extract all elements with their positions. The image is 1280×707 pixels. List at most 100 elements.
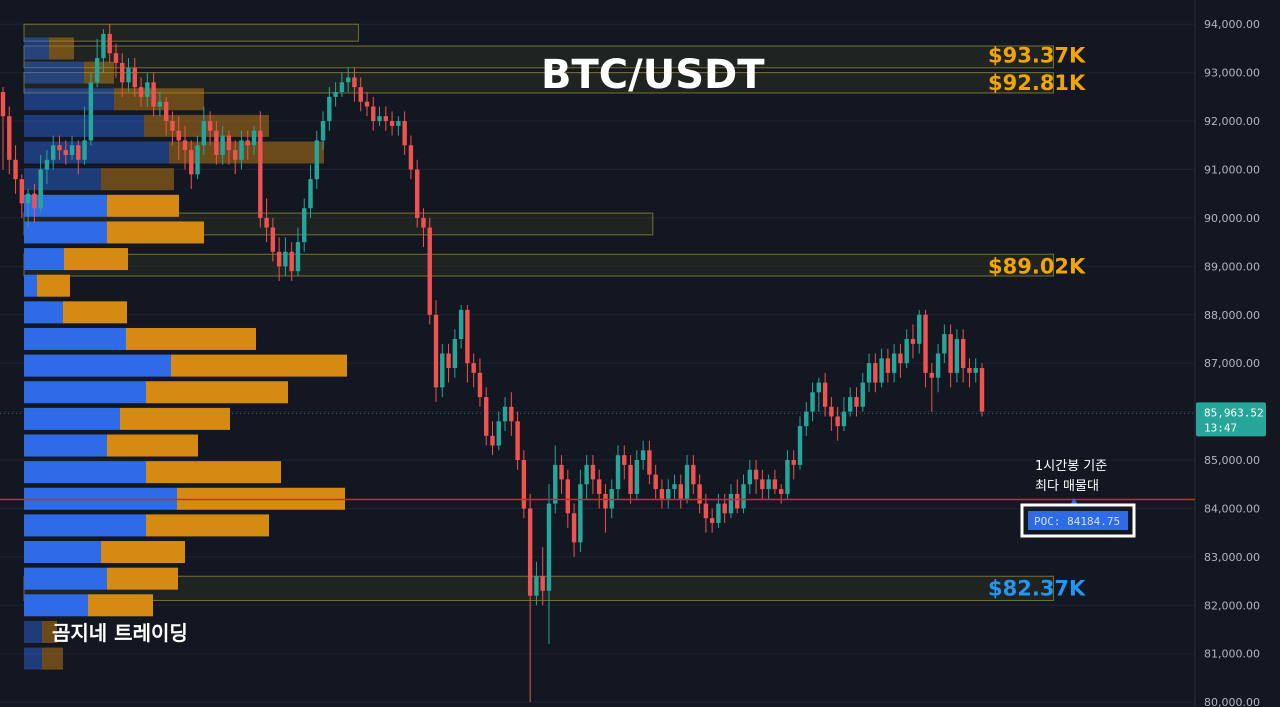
candle-body[interactable] [590,464,596,480]
candle-body[interactable] [88,82,94,141]
candle-body[interactable] [553,464,558,504]
candle-body[interactable] [57,145,62,151]
candle-body[interactable] [358,87,363,102]
candle-body[interactable] [214,130,219,155]
candle-body[interactable] [584,464,589,485]
candle-body[interactable] [747,469,753,485]
candle-body[interactable] [628,464,633,494]
candle-body[interactable] [402,121,407,146]
candle-body[interactable] [371,106,376,122]
candle-body[interactable] [446,353,451,369]
candle-body[interactable] [101,33,106,59]
candle-body[interactable] [207,121,213,131]
candle-body[interactable] [735,493,740,509]
candle-body[interactable] [264,217,269,228]
candle-body[interactable] [295,242,301,272]
candle-body[interactable] [866,363,872,383]
candle-body[interactable] [270,227,276,252]
candle-body[interactable] [333,92,338,97]
candle-body[interactable] [634,460,640,494]
candle-body[interactable] [904,338,909,364]
candle-body[interactable] [120,62,125,83]
candle-body[interactable] [308,179,313,209]
candle-body[interactable] [132,67,137,88]
candle-body[interactable] [82,140,87,160]
candle-body[interactable] [232,150,238,160]
candle-body[interactable] [490,435,495,446]
candle-body[interactable] [571,513,577,543]
candle-body[interactable] [113,53,119,63]
candle-body[interactable] [622,455,627,465]
candle-body[interactable] [960,338,966,369]
candle-body[interactable] [979,368,985,412]
candle-body[interactable] [521,460,527,509]
candle-body[interactable] [929,372,934,378]
candle-body[interactable] [389,121,395,126]
candle-body[interactable] [138,87,144,97]
candle-body[interactable] [13,159,18,180]
candle-body[interactable] [339,82,345,93]
candle-body[interactable] [440,353,445,388]
candle-body[interactable] [63,150,68,155]
candle-body[interactable] [898,353,903,364]
candle-body[interactable] [195,145,200,175]
candle-body[interactable] [829,406,834,417]
candle-body[interactable] [653,474,658,490]
candle-body[interactable] [935,353,941,378]
candle-body[interactable] [7,116,12,160]
candle-body[interactable] [182,140,188,151]
candle-body[interactable] [684,464,690,499]
candle-body[interactable] [973,368,978,373]
candle-body[interactable] [716,503,721,523]
candle-body[interactable] [176,130,181,141]
candle-body[interactable] [465,309,470,364]
candle-body[interactable] [220,135,225,155]
candle-body[interactable] [860,382,865,407]
candle-body[interactable] [565,479,571,514]
candle-body[interactable] [891,353,897,373]
candle-body[interactable] [452,338,458,369]
candle-body[interactable] [408,145,414,170]
candle-body[interactable] [596,479,602,494]
candle-body[interactable] [835,416,840,427]
candle-body[interactable] [19,179,25,204]
candle-body[interactable] [703,503,709,519]
candle-body[interactable] [0,92,6,117]
candle-body[interactable] [283,251,288,267]
candle-body[interactable] [421,217,426,228]
candle-body[interactable] [709,518,715,523]
candle-body[interactable] [484,397,489,436]
candle-body[interactable] [923,314,928,373]
candle-body[interactable] [352,77,357,88]
candle-body[interactable] [163,101,169,122]
candle-body[interactable] [559,464,564,480]
candle-body[interactable] [879,358,884,383]
candle-body[interactable] [848,397,853,412]
candle-body[interactable] [245,140,250,146]
candle-body[interactable] [433,314,439,388]
candle-body[interactable] [515,421,520,461]
candle-body[interactable] [239,140,244,160]
candle-body[interactable] [672,484,677,490]
candle-body[interactable] [691,464,696,485]
candle-body[interactable] [785,460,790,494]
candle-body[interactable] [797,426,803,465]
candle-body[interactable] [647,450,652,475]
candle-body[interactable] [534,576,539,596]
candle-body[interactable] [791,460,796,465]
candle-body[interactable] [841,411,847,427]
candle-body[interactable] [314,140,319,180]
candle-body[interactable] [276,251,282,267]
candle-body[interactable] [615,455,621,490]
candle-body[interactable] [697,484,702,504]
candle-body[interactable] [603,493,608,509]
candle-body[interactable] [509,406,514,422]
candle-body[interactable] [76,145,81,160]
candle-body[interactable] [873,363,878,383]
candle-body[interactable] [251,130,257,146]
candle-body[interactable] [258,130,263,218]
candle-body[interactable] [38,169,43,209]
candle-body[interactable] [201,121,207,146]
candle-body[interactable] [151,82,156,107]
candle-body[interactable] [753,469,759,480]
